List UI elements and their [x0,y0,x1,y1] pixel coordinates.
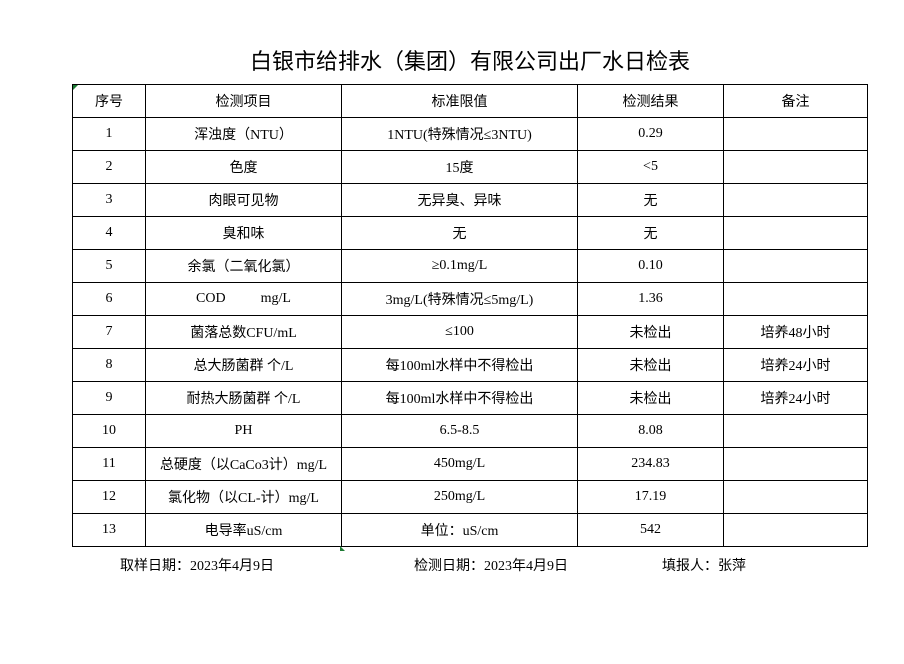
cell-result[interactable]: 542 [577,513,724,547]
cell-remark[interactable]: 培养24小时 [723,348,868,382]
header-result[interactable]: 检测结果 [577,84,724,118]
cell-seq[interactable]: 11 [72,447,146,481]
cell-seq[interactable]: 5 [72,249,146,283]
header-remark[interactable]: 备注 [723,84,868,118]
cell-item[interactable]: 总硬度（以CaCo3计）mg/L [145,447,342,481]
cell-remark[interactable]: 培养48小时 [723,315,868,349]
cell-item[interactable]: PH [145,414,342,448]
page-title: 白银市给排水（集团）有限公司出厂水日检表 [249,50,690,75]
cell-standard[interactable]: 450mg/L [341,447,578,481]
cell-item[interactable]: 色度 [145,150,342,184]
table-row: 10 PH 6.5-8.5 8.08 [72,414,868,448]
cell-remark[interactable] [723,249,868,283]
cell-item[interactable]: 浑浊度（NTU） [145,117,342,151]
cell-seq[interactable]: 4 [72,216,146,250]
reporter: 填报人：张萍 [662,559,746,574]
cell-standard[interactable]: ≥0.1mg/L [341,249,578,283]
table-row: 4 臭和味无无 [72,216,868,250]
cell-seq[interactable]: 10 [72,414,146,448]
cell-seq[interactable]: 12 [72,480,146,514]
cell-standard[interactable]: 单位：uS/cm [341,513,578,547]
cell-seq[interactable]: 7 [72,315,146,349]
cell-result[interactable]: 无 [577,183,724,217]
cell-standard[interactable]: 6.5-8.5 [341,414,578,448]
cell-item[interactable]: 肉眼可见物 [145,183,342,217]
cell-result[interactable]: <5 [577,150,724,184]
header-standard[interactable]: 标准限值 [341,84,578,118]
cell-seq[interactable]: 6 [72,282,146,316]
cell-standard[interactable]: 15度 [341,150,578,184]
cell-remark[interactable] [723,480,868,514]
cell-standard[interactable]: ≤100 [341,315,578,349]
table-row: 11 总硬度（以CaCo3计）mg/L 450mg/L 234.83 [72,447,868,481]
cell-item[interactable]: 氯化物（以CL-计）mg/L [145,480,342,514]
cell-result[interactable]: 0.10 [577,249,724,283]
cell-item[interactable]: 余氯（二氧化氯） [145,249,342,283]
cell-seq[interactable]: 1 [72,117,146,151]
cell-standard[interactable]: 250mg/L [341,480,578,514]
test-date: 检测日期：2023年4月9日 [414,559,568,574]
table-row: 6 COD mg/L 3mg/L(特殊情况≤5mg/L) 1.36 [72,282,868,316]
cell-result[interactable]: 未检出 [577,348,724,382]
cell-item[interactable]: 耐热大肠菌群 个/L [145,381,342,415]
header-row: 序号 检测项目 标准限值 检测结果 备注 [72,84,868,118]
table-row: 8 总大肠菌群 个/L 每100ml水样中不得检出 未检出 培养24小时 [72,348,868,382]
cell-standard[interactable]: 每100ml水样中不得检出 [341,348,578,382]
table-row: 9 耐热大肠菌群 个/L 每100ml水样中不得检出 未检出 培养24小时 [72,381,868,415]
cell-standard[interactable]: 无 [341,216,578,250]
cell-remark[interactable] [723,150,868,184]
cell-remark[interactable] [723,447,868,481]
cell-remark[interactable] [723,513,868,547]
cell-remark[interactable] [723,117,868,151]
table-row: 12 氯化物（以CL-计）mg/L 250mg/L 17.19 [72,480,868,514]
cell-item[interactable]: 菌落总数CFU/mL [145,315,342,349]
sampling-date: 取样日期：2023年4月9日 [120,559,274,574]
cell-standard[interactable]: 无异臭、异味 [341,183,578,217]
cell-result[interactable]: 0.29 [577,117,724,151]
cell-item[interactable]: 电导率uS/cm [145,513,342,547]
cell-seq[interactable]: 13 [72,513,146,547]
cell-result[interactable]: 无 [577,216,724,250]
table-row: 2 色度 15度 <5 [72,150,868,184]
cell-standard[interactable]: 3mg/L(特殊情况≤5mg/L) [341,282,578,316]
header-item[interactable]: 检测项目 [145,84,342,118]
cell-item[interactable]: 臭和味 [145,216,342,250]
inspection-table: 序号 检测项目 标准限值 检测结果 备注 1 浑浊度（NTU） 1NTU(特殊情况≤3NTU)… [72,84,868,547]
cell-result[interactable]: 234.83 [577,447,724,481]
cell-item[interactable]: 总大肠菌群 个/L [145,348,342,382]
cell-result[interactable]: 8.08 [577,414,724,448]
cell-marker [73,85,78,90]
table-row: 13 电导率uS/cm 单位：uS/cm 542 [72,513,868,547]
cell-seq[interactable]: 9 [72,381,146,415]
cell-standard[interactable]: 1NTU(特殊情况≤3NTU) [341,117,578,151]
header-seq[interactable]: 序号 [72,84,146,118]
cell-result[interactable]: 1.36 [577,282,724,316]
cell-result[interactable]: 未检出 [577,315,724,349]
cell-standard[interactable]: 每100ml水样中不得检出 [341,381,578,415]
cell-remark[interactable] [723,282,868,316]
cell-result[interactable]: 17.19 [577,480,724,514]
table-row: 1 浑浊度（NTU） 1NTU(特殊情况≤3NTU) 0.29 [72,117,868,151]
cell-marker [340,546,345,551]
cell-seq[interactable]: 3 [72,183,146,217]
table-row: 3 肉眼可见物 无异臭、异味无 [72,183,868,217]
table-row: 5 余氯（二氧化氯） ≥0.1mg/L 0.10 [72,249,868,283]
cell-remark[interactable]: 培养24小时 [723,381,868,415]
cell-seq[interactable]: 8 [72,348,146,382]
cell-remark[interactable] [723,183,868,217]
cell-remark[interactable] [723,216,868,250]
table-row: 7 菌落总数CFU/mL ≤100 未检出 培养48小时 [72,315,868,349]
cell-remark[interactable] [723,414,868,448]
cell-seq[interactable]: 2 [72,150,146,184]
cell-item[interactable]: COD mg/L [145,282,342,316]
cell-result[interactable]: 未检出 [577,381,724,415]
